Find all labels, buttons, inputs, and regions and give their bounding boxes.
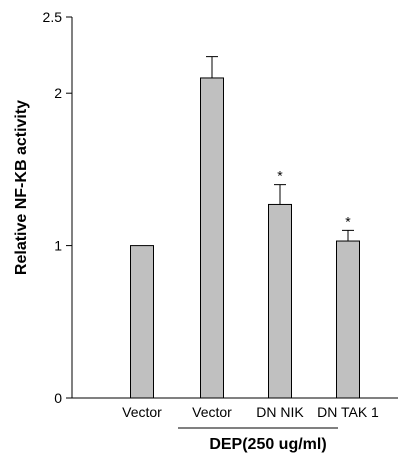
y-tick-label: 2 [54, 85, 62, 101]
y-axis-label: Relative NF-KB activity [13, 100, 30, 275]
bar [200, 77, 224, 399]
bars [130, 77, 360, 399]
x-tick-label: Vector [192, 404, 232, 420]
y-ticks: 0 1 2 2.5 [43, 9, 72, 406]
significance-markers: ** [277, 168, 351, 230]
x-tick-label: Vector [122, 404, 162, 420]
significance-marker: * [277, 168, 283, 184]
significance-marker: * [345, 213, 351, 229]
bar [336, 240, 360, 399]
x-tick-label: DN NIK [256, 404, 304, 420]
y-tick-label: 2.5 [43, 9, 63, 25]
x-tick-labels: Vector Vector DN NIK DN TAK 1 [122, 404, 379, 420]
y-tick-label: 0 [54, 390, 62, 406]
x-tick-label: DN TAK 1 [317, 404, 379, 420]
bar [268, 203, 292, 399]
error-bars [206, 56, 354, 242]
y-tick-label: 1 [54, 238, 62, 254]
bar [130, 245, 154, 399]
group-label: DEP(250 ug/ml) [209, 436, 326, 453]
